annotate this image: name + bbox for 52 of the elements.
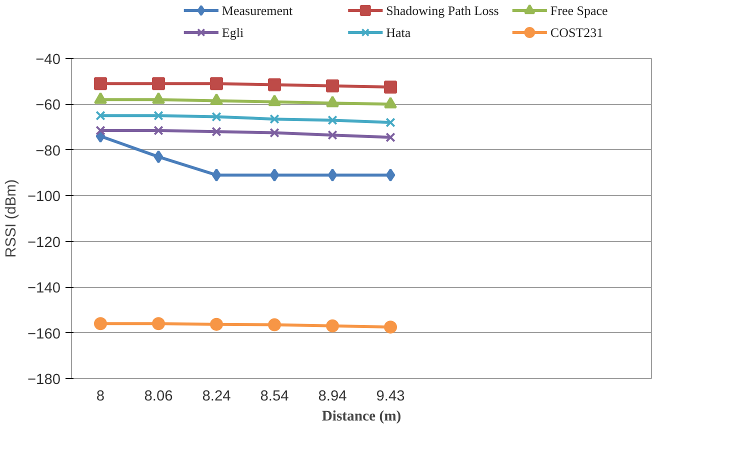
point: [268, 78, 281, 92]
point: [328, 115, 338, 126]
x-axis-title: Distance (m): [322, 408, 402, 424]
point: [328, 130, 338, 140]
legend-label: Free Space: [550, 3, 608, 18]
point: [386, 118, 396, 128]
point: [326, 319, 339, 332]
point: [270, 128, 280, 138]
point: [270, 168, 280, 182]
y-tick-label: −160: [27, 326, 61, 342]
legend-label: COST231: [550, 25, 604, 40]
legend-label: Hata: [386, 25, 411, 40]
point: [94, 77, 107, 90]
legend-label: Measurement: [222, 3, 294, 18]
x-tick-label: 8.24: [202, 388, 231, 404]
y-tick-label: −140: [27, 280, 61, 297]
point: [152, 77, 165, 90]
point: [152, 317, 165, 330]
y-axis-title: RSSI (dBm): [3, 179, 20, 258]
point: [386, 168, 396, 182]
point: [386, 132, 396, 142]
point: [154, 110, 164, 121]
point: [94, 317, 107, 330]
point: [96, 110, 106, 121]
legend-label: Shadowing Path Loss: [386, 3, 499, 18]
point: [210, 77, 223, 90]
point: [212, 168, 222, 182]
point: [154, 126, 164, 136]
point: [270, 114, 280, 124]
x-tick-label: 8.94: [318, 388, 347, 404]
x-tick-label: 8.54: [260, 388, 289, 404]
point: [268, 318, 281, 332]
point: [326, 79, 339, 92]
x-tick-label: 9.43: [376, 388, 405, 404]
point: [154, 150, 164, 164]
y-tick-label: −60: [36, 98, 61, 114]
y-tick-label: −80: [36, 143, 61, 160]
legend-label: Egli: [222, 25, 244, 40]
point: [210, 318, 223, 331]
y-tick-label: −100: [27, 189, 61, 206]
point: [96, 126, 106, 136]
x-tick-label: 8: [96, 388, 105, 404]
y-tick-label: −120: [27, 234, 61, 251]
point: [212, 126, 222, 137]
y-tick-label: −180: [27, 372, 61, 388]
point: [384, 80, 397, 94]
x-tick-label: 8.06: [144, 388, 173, 404]
y-tick-label: −40: [36, 52, 61, 68]
point: [212, 112, 222, 122]
point: [384, 320, 397, 334]
point: [328, 168, 338, 182]
point: [268, 94, 281, 106]
